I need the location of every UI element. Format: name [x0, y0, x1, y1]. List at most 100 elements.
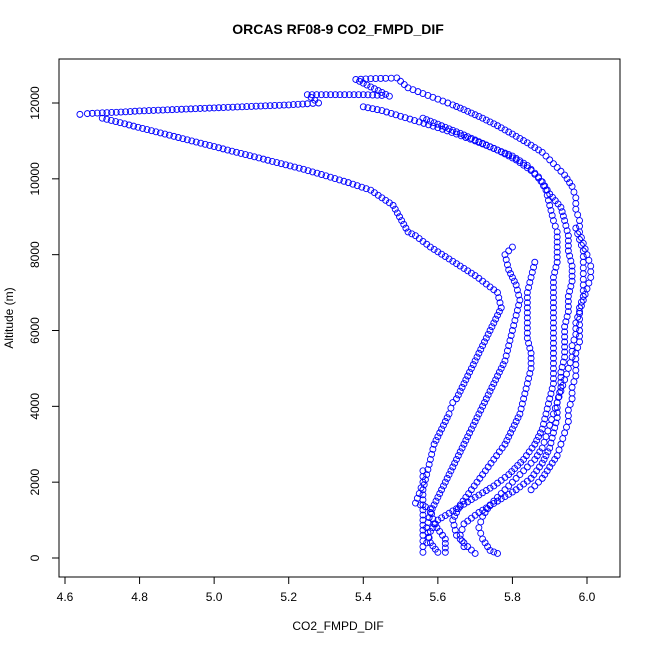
- data-point: [464, 543, 472, 551]
- data-point: [473, 353, 481, 361]
- data-point: [445, 509, 453, 517]
- data-point: [183, 136, 191, 144]
- data-point: [481, 399, 488, 406]
- x-tick-label: 5.2: [280, 590, 297, 604]
- data-point: [494, 372, 501, 380]
- data-point: [505, 490, 513, 498]
- data-point: [523, 304, 531, 312]
- data-point: [187, 105, 195, 113]
- data-point: [475, 138, 483, 146]
- data-point: [514, 414, 522, 422]
- data-point: [511, 316, 519, 324]
- data-point: [494, 497, 501, 505]
- data-point: [268, 157, 276, 165]
- data-point: [497, 364, 505, 372]
- data-point: [490, 499, 498, 507]
- data-point: [336, 91, 344, 99]
- data-point: [392, 111, 400, 119]
- y-tick-label: 8000: [28, 241, 42, 268]
- data-point: [549, 324, 557, 332]
- data-point: [503, 437, 511, 444]
- data-point: [553, 164, 561, 171]
- data-point: [233, 103, 241, 111]
- data-point: [441, 548, 449, 556]
- data-point: [317, 91, 325, 99]
- data-point: [152, 128, 160, 136]
- data-point: [83, 110, 91, 118]
- data-point: [429, 515, 437, 523]
- data-point: [426, 455, 434, 463]
- data-point: [134, 123, 142, 131]
- data-point: [568, 267, 576, 275]
- data-point: [549, 309, 557, 317]
- data-point: [553, 233, 561, 241]
- data-point: [517, 405, 525, 413]
- data-point: [125, 121, 133, 129]
- data-point: [88, 109, 96, 117]
- data-point: [220, 104, 227, 112]
- data-point: [327, 173, 334, 181]
- data-point: [553, 243, 561, 251]
- data-point: [546, 156, 554, 164]
- data-point: [460, 264, 468, 272]
- data-point: [201, 104, 209, 112]
- data-point: [464, 107, 472, 115]
- data-point: [501, 486, 509, 494]
- data-point: [430, 501, 438, 509]
- data-point: [557, 378, 565, 386]
- data-point: [523, 319, 531, 327]
- data-point: [484, 391, 492, 399]
- data-point: [387, 109, 395, 117]
- data-point: [520, 467, 528, 475]
- data-point: [467, 364, 475, 372]
- data-point: [482, 334, 490, 342]
- data-point: [103, 109, 111, 117]
- data-point: [277, 160, 285, 168]
- data-point: [309, 168, 317, 176]
- data-point: [378, 89, 386, 96]
- data-point: [535, 433, 542, 441]
- data-point: [499, 361, 507, 369]
- data-point: [510, 421, 518, 429]
- data-point: [224, 103, 232, 111]
- data-point: [564, 303, 572, 310]
- data-point: [271, 102, 279, 109]
- data-point: [126, 108, 134, 115]
- data-point: [475, 113, 483, 120]
- data-point: [501, 357, 509, 365]
- data-point: [549, 375, 557, 382]
- data-point: [411, 117, 419, 124]
- data-point: [497, 124, 505, 132]
- data-point: [282, 161, 290, 169]
- data-point: [445, 471, 453, 479]
- data-point: [438, 122, 446, 130]
- data-point: [512, 311, 520, 319]
- data-point: [473, 414, 481, 422]
- data-point: [201, 140, 209, 148]
- data-point: [549, 370, 557, 377]
- data-point: [479, 402, 487, 410]
- data-point: [131, 107, 139, 115]
- data-point: [174, 134, 182, 141]
- data-point: [561, 323, 569, 331]
- data-point: [382, 90, 390, 98]
- data-point: [482, 395, 490, 403]
- data-point: [318, 171, 325, 178]
- data-point: [544, 448, 552, 456]
- data-point: [507, 332, 515, 340]
- data-point: [456, 535, 464, 543]
- data-point: [512, 474, 520, 482]
- data-point: [393, 209, 401, 217]
- data-point: [355, 91, 363, 99]
- data-point: [488, 383, 496, 391]
- data-point: [247, 102, 255, 110]
- data-point: [505, 247, 513, 255]
- data-point: [546, 201, 554, 209]
- data-point: [527, 349, 535, 357]
- data-point: [246, 152, 254, 160]
- data-point: [505, 342, 513, 350]
- data-point: [425, 461, 433, 468]
- data-point: [520, 137, 528, 145]
- data-point: [441, 512, 449, 519]
- data-point: [505, 433, 513, 441]
